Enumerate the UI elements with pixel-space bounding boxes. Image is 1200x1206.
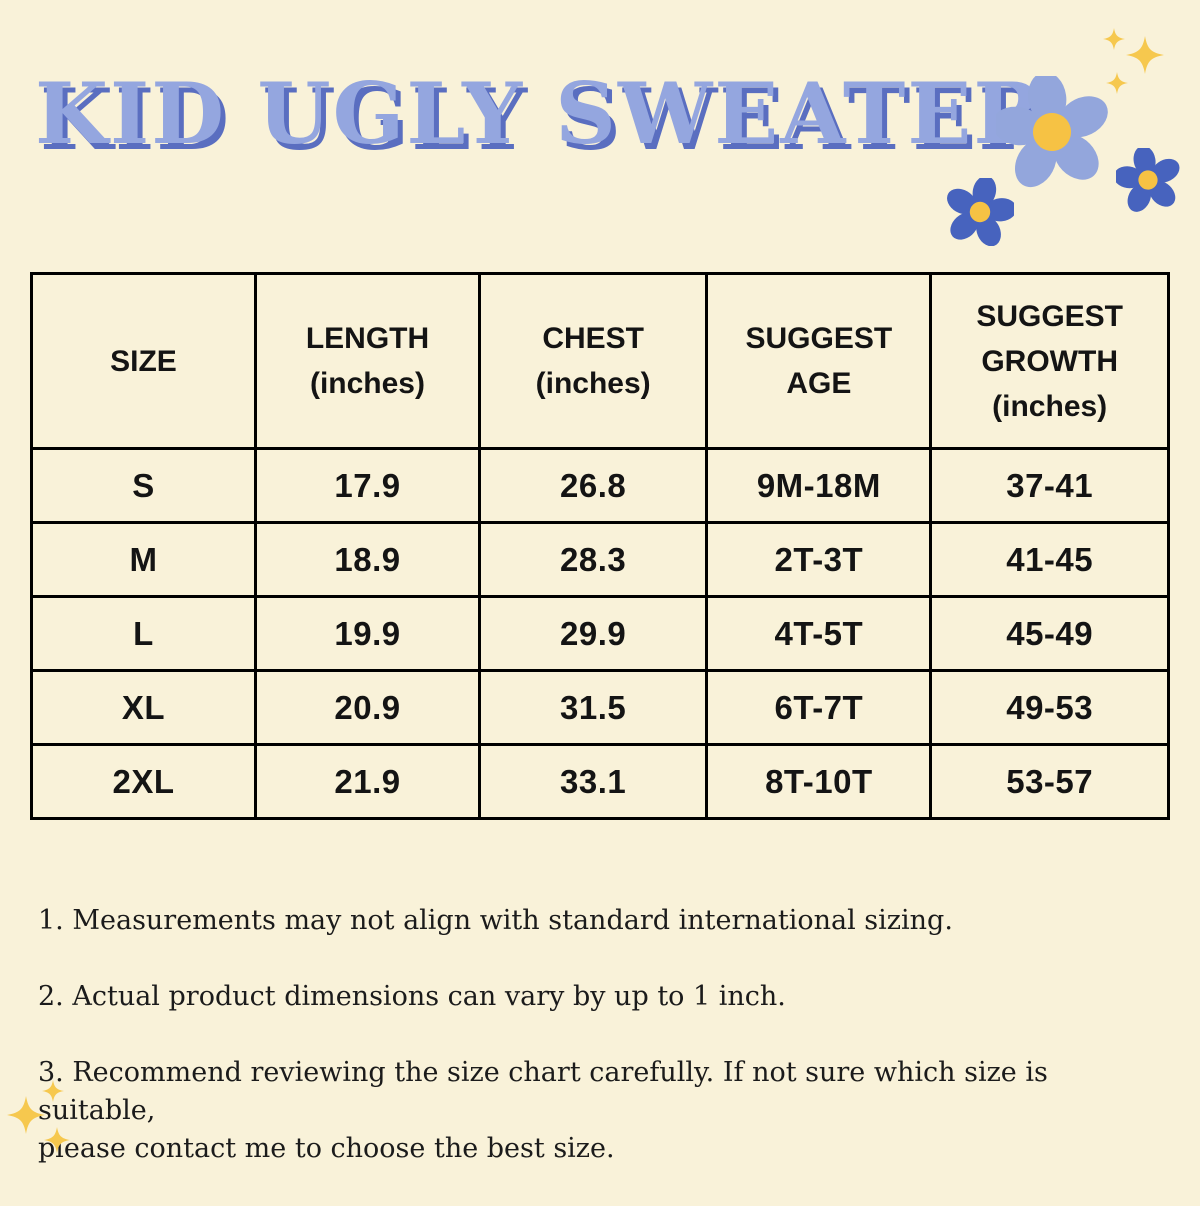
cell-size: XL <box>30 669 257 746</box>
cell-age: 4T-5T <box>705 595 933 672</box>
cell-chest: 26.8 <box>477 447 709 524</box>
table-header-row: SIZE LENGTH (inches) CHEST (inches) SUGG… <box>30 272 1170 450</box>
page-title: KID UGLY SWEATER <box>35 64 1046 163</box>
table-row-xl: XL 20.9 31.5 6T-7T 49-53 <box>30 669 1170 746</box>
cell-age: 6T-7T <box>705 669 933 746</box>
cell-length: 17.9 <box>253 447 481 524</box>
note-item: 3. Recommend reviewing the size chart ca… <box>38 1057 1048 1164</box>
sparkle-icon <box>1106 72 1128 94</box>
table-row-m: M 18.9 28.3 2T-3T 41-45 <box>30 521 1170 598</box>
cell-chest: 31.5 <box>477 669 709 746</box>
note-item: 2. Actual product dimensions can vary by… <box>38 981 786 1012</box>
cell-age: 8T-10T <box>705 743 933 820</box>
table-row-s: S 17.9 26.8 9M-18M 37-41 <box>30 447 1170 524</box>
column-header-length: LENGTH (inches) <box>253 272 481 450</box>
cell-length: 19.9 <box>253 595 481 672</box>
sparkle-icon <box>7 1096 45 1134</box>
sparkle-icon <box>1126 36 1164 74</box>
sparkle-icon <box>44 1127 70 1153</box>
cell-growth: 53-57 <box>929 743 1170 820</box>
sparkle-icon <box>1103 28 1125 50</box>
cell-age: 2T-3T <box>705 521 933 598</box>
cell-age: 9M-18M <box>705 447 933 524</box>
cell-growth: 45-49 <box>929 595 1170 672</box>
column-header-suggest-growth: SUGGEST GROWTH (inches) <box>929 272 1170 450</box>
column-header-chest: CHEST (inches) <box>477 272 709 450</box>
cell-size: S <box>30 447 257 524</box>
cell-size: M <box>30 521 257 598</box>
cell-chest: 28.3 <box>477 521 709 598</box>
cell-growth: 49-53 <box>929 669 1170 746</box>
cell-size: 2XL <box>30 743 257 820</box>
column-header-suggest-age: SUGGEST AGE <box>705 272 933 450</box>
table-row-2xl: 2XL 21.9 33.1 8T-10T 53-57 <box>30 743 1170 820</box>
cell-length: 20.9 <box>253 669 481 746</box>
sparkle-icon <box>42 1080 64 1102</box>
cell-length: 18.9 <box>253 521 481 598</box>
size-chart-table: SIZE LENGTH (inches) CHEST (inches) SUGG… <box>30 272 1170 820</box>
cell-chest: 33.1 <box>477 743 709 820</box>
column-header-size: SIZE <box>30 272 257 450</box>
flower-icon-small <box>947 178 1014 246</box>
cell-growth: 41-45 <box>929 521 1170 598</box>
cell-growth: 37-41 <box>929 447 1170 524</box>
note-item: 1. Measurements may not align with stand… <box>38 905 953 936</box>
cell-chest: 29.9 <box>477 595 709 672</box>
flower-icon-small <box>1116 148 1180 212</box>
cell-size: L <box>30 595 257 672</box>
flower-icon-large <box>996 76 1108 188</box>
cell-length: 21.9 <box>253 743 481 820</box>
notes-section: 1. Measurements may not align with stand… <box>38 864 1168 1206</box>
table-row-l: L 19.9 29.9 4T-5T 45-49 <box>30 595 1170 672</box>
